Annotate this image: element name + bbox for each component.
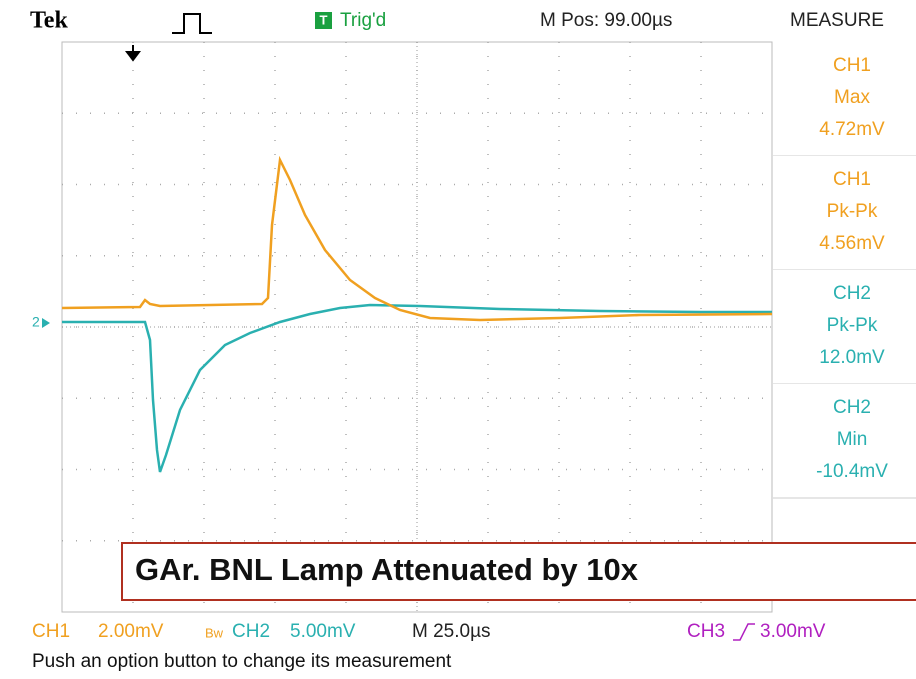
trigger-status: Trig'd bbox=[340, 10, 386, 31]
measure-value: 4.56mV bbox=[819, 233, 885, 254]
measure-type: Pk-Pk bbox=[827, 201, 878, 222]
ch1-bw: Bw bbox=[205, 625, 224, 640]
timebase: M 25.0µs bbox=[412, 621, 491, 642]
measure-box bbox=[773, 384, 916, 498]
ch2-label: CH2 bbox=[232, 621, 270, 642]
measure-box bbox=[773, 42, 916, 156]
status-line: Push an option button to change its meas… bbox=[32, 651, 452, 672]
trigger-icon-box bbox=[315, 12, 332, 29]
brand: Tek bbox=[30, 8, 68, 34]
measure-value: 12.0mV bbox=[819, 347, 885, 368]
channel-marker-arrow bbox=[42, 318, 50, 328]
trigger-icon: T bbox=[320, 12, 328, 27]
ch1-trace bbox=[61, 155, 773, 322]
measure-value: -10.4mV bbox=[816, 461, 888, 482]
measure-channel: CH2 bbox=[833, 397, 871, 418]
ch3-trigger: 3.00mV bbox=[760, 621, 826, 642]
ch3-label: CH3 bbox=[687, 621, 725, 642]
ch2-trace bbox=[62, 303, 772, 473]
measure-channel: CH1 bbox=[833, 55, 871, 76]
measure-panel: CH1 Max 4.72mV CH1 Pk-Pk 4.56mV CH2 Pk-Pk 12.0mV… bbox=[773, 42, 916, 499]
graticule bbox=[62, 42, 772, 612]
annotation: GAr. BNL Lamp Attenuated by 10x bbox=[135, 552, 639, 587]
measure-channel: CH1 bbox=[833, 169, 871, 190]
panel-title: MEASURE bbox=[790, 10, 884, 31]
measure-channel: CH2 bbox=[833, 283, 871, 304]
ch2-scale: 5.00mV bbox=[290, 621, 356, 642]
annotation-box bbox=[121, 542, 916, 601]
m-pos: M Pos: 99.00µs bbox=[540, 10, 672, 31]
measure-box bbox=[773, 156, 916, 270]
measure-type: Min bbox=[837, 429, 868, 450]
trigger-slope bbox=[733, 623, 755, 641]
ch1-scale: 2.00mV bbox=[98, 621, 164, 642]
trigger-position bbox=[125, 45, 141, 62]
ch1-label: CH1 bbox=[32, 621, 70, 642]
measure-value: 4.72mV bbox=[819, 119, 885, 140]
measure-type: Max bbox=[834, 87, 870, 108]
acq-icon bbox=[172, 13, 212, 34]
measure-box bbox=[773, 270, 916, 384]
channel-marker: 2 bbox=[32, 314, 40, 330]
measure-type: Pk-Pk bbox=[827, 315, 878, 336]
